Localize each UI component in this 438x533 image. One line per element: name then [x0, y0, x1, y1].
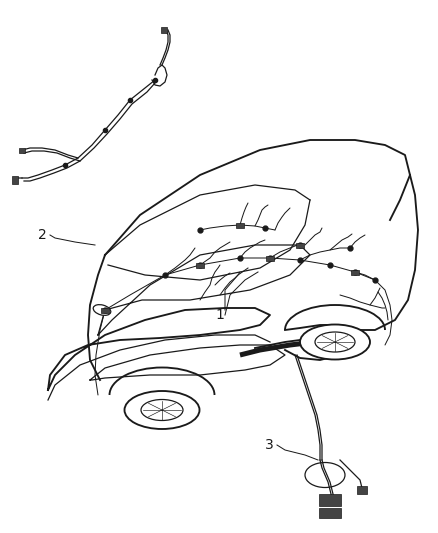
FancyBboxPatch shape: [319, 508, 341, 518]
FancyBboxPatch shape: [319, 494, 341, 506]
Text: 2: 2: [38, 228, 47, 242]
Ellipse shape: [141, 400, 183, 421]
Text: 3: 3: [265, 438, 274, 452]
FancyBboxPatch shape: [12, 176, 18, 184]
FancyBboxPatch shape: [351, 270, 359, 274]
Text: 1: 1: [215, 308, 224, 322]
FancyBboxPatch shape: [101, 308, 109, 312]
FancyBboxPatch shape: [161, 27, 167, 33]
Ellipse shape: [124, 391, 199, 429]
FancyBboxPatch shape: [266, 255, 274, 261]
FancyBboxPatch shape: [357, 486, 367, 494]
FancyBboxPatch shape: [196, 262, 204, 268]
FancyBboxPatch shape: [19, 148, 25, 152]
Ellipse shape: [93, 305, 111, 316]
FancyBboxPatch shape: [236, 222, 244, 228]
Ellipse shape: [315, 332, 355, 352]
Ellipse shape: [300, 325, 370, 359]
FancyBboxPatch shape: [296, 243, 304, 247]
